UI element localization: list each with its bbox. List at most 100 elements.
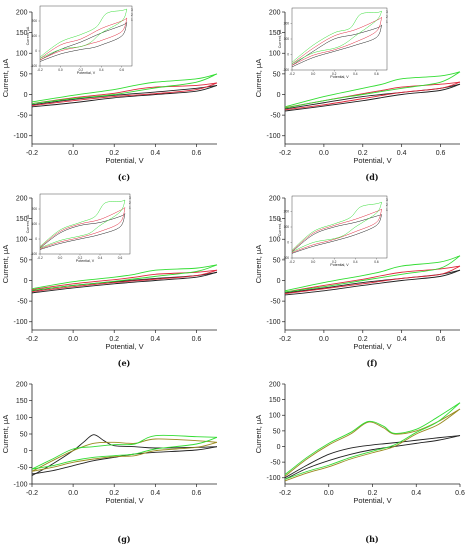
panel-c-y-label: Current, μA: [1, 59, 10, 98]
panel-e-y-tick-label: 50: [20, 257, 28, 264]
inset-c-y-label: Current, μA: [26, 26, 30, 45]
panel-f-series-green-backward: [284, 255, 461, 293]
inset-f-y-label: Current, μA: [278, 217, 282, 236]
inset-d-x-tick-label: 0.4: [353, 72, 358, 76]
inset-e-x-tick-label: 0.6: [118, 256, 123, 260]
panel-f-x-tick-label: 0.2: [358, 336, 368, 343]
panel-g-label: (g): [117, 534, 130, 544]
inset-e-series-black-forward: [39, 213, 126, 249]
inset-c-curve-label: 3: [131, 8, 133, 12]
inset-f-curve-label: 2: [386, 203, 388, 207]
panel-c: -100 -50 0 50 100 150 200 -0.2 0.0 0.2 0.4 0.6 Poten…: [1, 5, 218, 182]
panel-g-y-label: Current, μA: [1, 415, 10, 454]
panel-g-x-tick-label: 0.4: [150, 490, 160, 497]
inset-f-series-red-backward: [291, 209, 382, 253]
panel-c-series-green-backward: [31, 73, 218, 105]
panel-e-x-tick-label: -0.2: [26, 336, 38, 343]
inset-c-y-tick-label: 0: [35, 49, 37, 53]
inset-d-y-tick-label: -100: [283, 68, 290, 72]
panel-c-y-tick-label: -100: [13, 133, 27, 140]
panel-e-x-tick-label: 0.0: [68, 336, 78, 343]
inset-d-curve-label: 2: [386, 15, 388, 19]
panel-h-series-black-forward: [284, 435, 461, 479]
panel-h-series-black-backward: [284, 435, 461, 480]
panel-h-y-tick-label: 150: [269, 397, 281, 404]
panel-c-y-tick-label: 100: [16, 51, 28, 58]
inset-e-x-tick-label: -0.2: [37, 256, 43, 260]
panel-g-series-olive-backward: [31, 441, 218, 472]
inset-f-x-tick-label: 0.4: [353, 260, 358, 264]
panel-e-series-green-forward: [31, 264, 218, 290]
panel-e-label: (e): [118, 358, 131, 368]
inset-c-y-tick-label: -100: [31, 64, 38, 68]
inset-d-series-green-backward: [291, 10, 382, 65]
inset-c-x-tick-label: 0.2: [79, 68, 84, 72]
panel-h-y-label: Current, μA: [254, 415, 263, 454]
inset-f-frame: [291, 195, 388, 259]
panel-d-series-red-backward: [284, 81, 461, 111]
panel-d-y-tick-label: 100: [269, 51, 281, 58]
inset-e-series-green-forward: [39, 199, 126, 247]
inset-f-x-label: Potential, V: [330, 263, 349, 267]
panel-c-y-tick-label: 200: [16, 9, 28, 16]
panel-c-series-black-backward: [31, 84, 218, 108]
inset-c-series-green-backward: [39, 8, 128, 59]
inset-d-series-red-forward: [291, 17, 382, 65]
panel-g-x-tick-label: 0.0: [68, 490, 78, 497]
inset-f-series-green-backward: [291, 202, 382, 253]
inset-e-y-tick-label: 0: [35, 237, 37, 241]
panel-e-series-green-backward: [31, 264, 218, 291]
panel-f-x-tick-label: 0.0: [319, 336, 329, 343]
panel-g-series-green-backward: [31, 436, 218, 470]
panel-f-x-label: Potential, V: [353, 342, 391, 351]
panel-g-series-green-forward: [31, 434, 218, 470]
panel-d-y-tick-label: 0: [277, 92, 281, 99]
inset-c-y-tick-label: 100: [32, 34, 38, 38]
inset-d: -100 0 100 200 -0.2 0.0 0.2 0.4 0.6 Potential, V C…: [278, 7, 388, 79]
inset-d-x-tick-label: -0.2: [289, 72, 295, 76]
inset-f-x-tick-label: 0.6: [374, 260, 379, 264]
panel-h-series-green-backward: [284, 402, 461, 480]
panel-f-y-tick-label: 200: [269, 195, 281, 202]
panel-d-x-tick-label: 0.2: [358, 150, 368, 157]
panel-e-x-tick-label: 0.6: [192, 336, 202, 343]
panel-e-y-tick-label: 150: [16, 216, 28, 223]
inset-c-frame: [39, 5, 133, 67]
inset-d-series-red-backward: [291, 17, 382, 66]
panel-h-x-tick-label: 0.0: [324, 490, 334, 497]
panel-c-y-tick-label: -50: [17, 113, 27, 120]
panel-h-x-label: Potential, V: [353, 496, 391, 505]
panel-f-y-tick-label: 100: [269, 237, 281, 244]
panel-d-x-tick-label: -0.2: [279, 150, 291, 157]
panel-d-y-label: Current, μA: [254, 59, 263, 98]
inset-c-curve-label: 2: [131, 13, 133, 17]
inset-f-series-red-forward: [291, 208, 382, 252]
inset-e-curve-label: 3: [129, 196, 131, 200]
panel-f-y-tick-label: 150: [269, 216, 281, 223]
inset-e-series-green-backward: [39, 199, 126, 249]
inset-e-x-tick-label: 0.4: [98, 256, 103, 260]
inset-f-series-black-backward: [291, 214, 382, 254]
inset-e-x-tick-label: 0.2: [78, 256, 83, 260]
panel-h-series-olive-forward: [284, 408, 461, 477]
panel-e-y-tick-label: 0: [24, 278, 28, 285]
panel-c-y-tick-label: 150: [16, 30, 28, 37]
inset-e-x-label: Potential, V: [76, 259, 95, 263]
inset-f-curve-label: 1: [386, 208, 388, 212]
panel-g: -100 -50 0 50 100 150 200 -0.2 0.0 0.2 0.4 0.6 Poten…: [1, 381, 218, 544]
inset-d-curve-label: 3: [386, 10, 388, 14]
inset-c-series-red-forward: [39, 17, 128, 59]
panel-c-series-black-forward: [31, 84, 218, 106]
inset-d-x-tick-label: 0.0: [311, 72, 316, 76]
panel-e-series-black-backward: [31, 271, 218, 294]
inset-f-x-tick-label: -0.2: [289, 260, 295, 264]
panel-d-x-label: Potential, V: [353, 156, 391, 165]
inset-e-series-red-backward: [39, 207, 126, 249]
panel-f-series-red-backward: [284, 265, 461, 295]
inset-e-y-tick-label: -100: [31, 252, 38, 256]
inset-d-frame: [291, 7, 388, 71]
inset-d-x-label: Potential, V: [330, 75, 349, 79]
inset-d-x-tick-label: 0.6: [374, 72, 379, 76]
inset-c-x-tick-label: 0.0: [58, 68, 63, 72]
